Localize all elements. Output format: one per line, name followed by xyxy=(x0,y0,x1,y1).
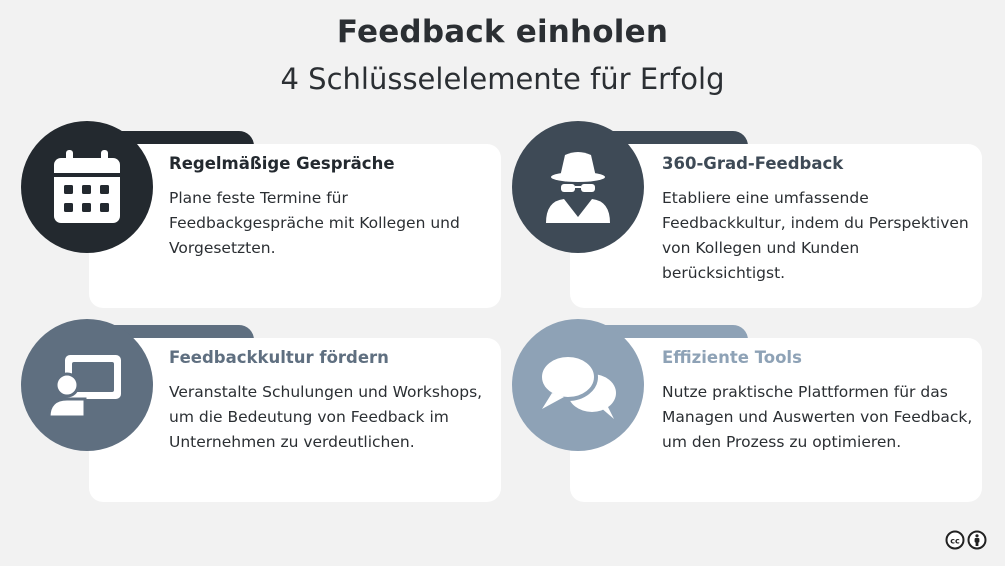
page-title: Feedback einholen xyxy=(336,14,669,50)
card-title: Regelmäßige Gespräche xyxy=(169,154,395,173)
card-title: Feedbackkultur fördern xyxy=(169,348,389,367)
attribution-icon xyxy=(967,530,987,550)
card-title: Effiziente Tools xyxy=(662,348,802,367)
card-description: Etabliere eine umfassende Feedbackkultur… xyxy=(662,189,969,282)
page-subtitle: 4 Schlüsselelemente für Erfolg xyxy=(280,62,725,96)
calendar-icon xyxy=(21,121,153,253)
card-description: Veranstalte Schulungen und Workshops, um… xyxy=(169,383,483,451)
card-description: Nutze praktische Plattformen für das Man… xyxy=(662,383,973,451)
card-description: Plane feste Termine für Feedbackgespräch… xyxy=(169,189,460,257)
svg-text:cc: cc xyxy=(950,537,960,546)
card-title: 360-Grad-Feedback xyxy=(662,154,844,173)
card-panel xyxy=(89,144,501,308)
license-badge: cc xyxy=(945,530,987,550)
creative-commons-icon: cc xyxy=(945,530,965,550)
card-panel xyxy=(89,338,501,502)
presentation-icon xyxy=(21,319,153,451)
chat-bubbles-icon xyxy=(512,319,644,451)
incognito-person-icon xyxy=(512,121,644,253)
